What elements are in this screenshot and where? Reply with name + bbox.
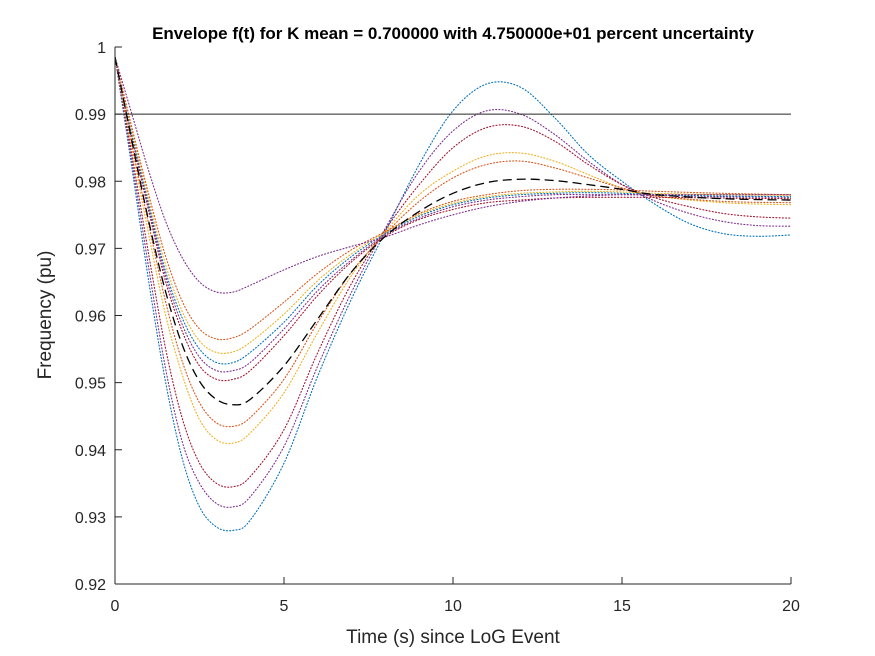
envelope-curve-9 (115, 56, 791, 354)
envelope-curve-2 (115, 56, 791, 508)
y-tick-label: 1 (97, 40, 106, 57)
y-tick-label: 0.97 (75, 241, 106, 258)
x-tick-label: 5 (280, 598, 289, 615)
x-tick-label: 20 (782, 598, 800, 615)
chart-title: Envelope f(t) for K mean = 0.700000 with… (152, 24, 754, 43)
y-axis-label: Frequency (pu) (35, 251, 56, 380)
y-tick-label: 0.99 (75, 107, 106, 124)
plot-curves (115, 56, 791, 532)
y-tick-label: 0.94 (75, 443, 106, 460)
envelope-curve-10 (115, 56, 791, 341)
envelope-curve-6 (115, 56, 791, 382)
y-tick-label: 0.92 (75, 577, 106, 594)
x-axis-label: Time (s) since LoG Event (346, 627, 560, 648)
x-tick-label: 15 (613, 598, 631, 615)
envelope-curve-5 (115, 56, 791, 428)
envelope-curve-8 (115, 56, 791, 365)
envelope-curve-4 (115, 56, 791, 445)
envelope-curve-11 (115, 56, 791, 294)
y-tick-label: 0.95 (75, 376, 106, 393)
envelope-curve-3 (115, 56, 791, 488)
y-tick-label: 0.93 (75, 510, 106, 527)
envelope-curve-7 (115, 56, 791, 373)
y-tick-label: 0.96 (75, 309, 106, 326)
y-tick-label: 0.98 (75, 174, 106, 191)
axis-ticks: 0 5 10 15 20 0.92 0.93 0.94 0.95 0.96 0.97 0.98 0.99… (75, 40, 800, 615)
x-tick-label: 0 (111, 598, 120, 615)
mean-curve (115, 56, 791, 406)
x-tick-label: 10 (444, 598, 462, 615)
